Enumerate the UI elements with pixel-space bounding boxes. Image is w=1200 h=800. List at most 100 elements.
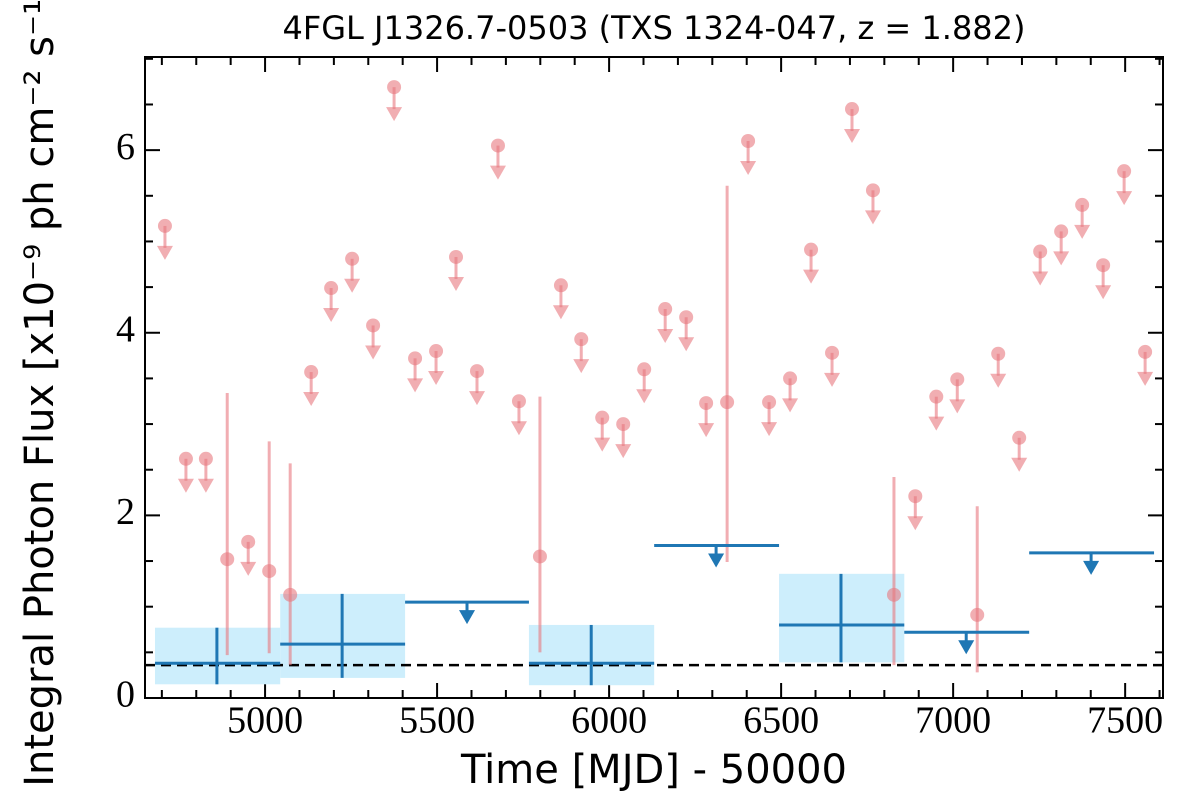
upper-limit-head bbox=[1116, 191, 1133, 206]
upper-limit-head bbox=[489, 165, 506, 180]
data-point bbox=[429, 344, 444, 359]
upper-limit-head bbox=[1095, 285, 1112, 300]
upper-limit-head bbox=[740, 161, 757, 176]
x-tick-label: 6000 bbox=[571, 700, 647, 742]
data-point bbox=[637, 362, 652, 377]
y-tick-label: 2 bbox=[116, 491, 135, 533]
upper-limit-head bbox=[990, 373, 1007, 388]
upper-limit-head bbox=[344, 278, 361, 293]
data-point bbox=[970, 607, 985, 622]
upper-limit-head bbox=[907, 516, 924, 531]
y-tick-label: 4 bbox=[116, 308, 135, 350]
data-point bbox=[1012, 430, 1027, 445]
upper-limit-head bbox=[323, 308, 340, 323]
upper-limit-head bbox=[864, 210, 881, 225]
upper-limit-head bbox=[636, 389, 653, 404]
upper-limit-head bbox=[657, 329, 674, 344]
y-tick-label: 6 bbox=[116, 126, 135, 168]
upper-limit-head bbox=[1083, 560, 1100, 575]
x-tick-label: 7000 bbox=[915, 700, 991, 742]
data-point bbox=[262, 564, 277, 579]
y-tick-label: 0 bbox=[116, 674, 135, 716]
x-tick-label: 6500 bbox=[743, 700, 819, 742]
upper-limit-head bbox=[240, 561, 257, 576]
data-point bbox=[345, 251, 360, 266]
upper-limit-head bbox=[782, 398, 799, 413]
data-point bbox=[1033, 244, 1048, 259]
data-point bbox=[574, 332, 589, 347]
upper-limit-head bbox=[1137, 371, 1154, 386]
data-point bbox=[616, 417, 631, 432]
upper-limit-head bbox=[177, 478, 194, 493]
data-point bbox=[762, 395, 777, 410]
upper-limit-head bbox=[708, 553, 725, 568]
data-point bbox=[844, 102, 859, 117]
x-axis-label: Time [MJD] - 50000 bbox=[460, 747, 847, 793]
upper-limit-head bbox=[949, 399, 966, 414]
data-point bbox=[595, 410, 610, 425]
data-point bbox=[783, 371, 798, 386]
data-point bbox=[178, 451, 193, 466]
x-tick-label: 5500 bbox=[399, 700, 475, 742]
upper-limit-head bbox=[386, 107, 403, 122]
upper-limit-head bbox=[573, 359, 590, 374]
upper-limit-head bbox=[928, 416, 945, 431]
data-point bbox=[1075, 197, 1090, 212]
data-point bbox=[366, 318, 381, 333]
upper-limit-head bbox=[615, 444, 632, 459]
data-point bbox=[408, 351, 423, 366]
data-point bbox=[1138, 344, 1153, 359]
upper-limit-head bbox=[1074, 224, 1091, 239]
data-point bbox=[658, 302, 673, 317]
data-point bbox=[991, 346, 1006, 361]
upper-limit-head bbox=[365, 345, 382, 360]
x-tick-label: 7500 bbox=[1087, 700, 1163, 742]
y-axis-label: Integral Photon Flux [x10⁻⁹ ph cm⁻² s⁻¹] bbox=[17, 0, 63, 787]
upper-limit-head bbox=[958, 640, 975, 655]
data-point bbox=[929, 389, 944, 404]
data-point bbox=[449, 249, 464, 264]
data-point bbox=[283, 587, 298, 602]
data-point bbox=[157, 218, 172, 233]
upper-limit-head bbox=[303, 392, 320, 407]
plot-frame bbox=[144, 56, 1164, 699]
upper-limit-head bbox=[803, 269, 820, 284]
data-point bbox=[490, 138, 505, 153]
data-point bbox=[720, 395, 735, 410]
upper-limit-head bbox=[1053, 251, 1070, 266]
upper-limit-head bbox=[407, 378, 424, 393]
upper-limit-head bbox=[678, 337, 695, 352]
data-point bbox=[220, 552, 235, 567]
data-point bbox=[699, 396, 714, 411]
upper-limit-head bbox=[698, 423, 715, 438]
data-point bbox=[1096, 258, 1111, 273]
data-point bbox=[387, 80, 402, 95]
upper-limit-head bbox=[510, 421, 527, 436]
data-point bbox=[825, 345, 840, 360]
data-point bbox=[865, 183, 880, 198]
upper-limit-head bbox=[468, 391, 485, 406]
data-point bbox=[198, 451, 213, 466]
data-point bbox=[532, 549, 547, 564]
upper-limit-head bbox=[761, 422, 778, 437]
data-point bbox=[679, 310, 694, 325]
chart-title: 4FGL J1326.7-0503 (TXS 1324-047, z = 1.8… bbox=[282, 9, 1025, 47]
data-point bbox=[1117, 164, 1132, 179]
data-point bbox=[304, 365, 319, 380]
data-point bbox=[741, 134, 756, 149]
data-point bbox=[804, 242, 819, 257]
upper-limit-head bbox=[843, 129, 860, 144]
data-point bbox=[553, 278, 568, 293]
data-point bbox=[950, 372, 965, 387]
data-point bbox=[886, 587, 901, 602]
upper-limit-head bbox=[1011, 457, 1028, 472]
upper-limit-head bbox=[824, 372, 841, 387]
data-point bbox=[469, 364, 484, 379]
upper-limit-head bbox=[197, 478, 214, 493]
data-point bbox=[511, 394, 526, 409]
upper-limit-head bbox=[552, 305, 569, 320]
data-point bbox=[241, 534, 256, 549]
x-tick-label: 5000 bbox=[227, 700, 303, 742]
upper-limit-head bbox=[459, 610, 476, 625]
data-point bbox=[908, 489, 923, 504]
